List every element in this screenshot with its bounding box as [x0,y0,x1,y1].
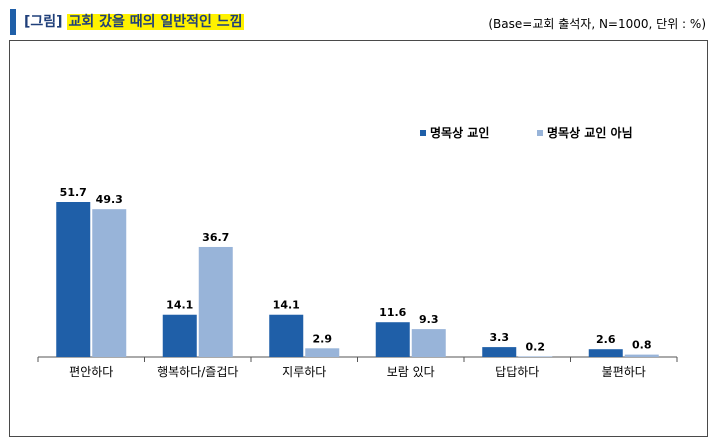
bar-non-nominal-3 [411,329,446,357]
base-note: (Base=교회 출석자, N=1000, 단위 : %) [488,17,706,31]
data-label: 14.1 [273,299,300,312]
figure-title: [그림] 교회 갔을 때의 일반적인 느낌 [24,11,244,31]
legend-label: 명목상 교인 아님 [547,125,633,140]
data-label: 2.9 [313,332,333,345]
bar-chart: 51.7 49.3 편안하다 14.1 36.7 행복하다/즐겁다 14.1 2.9 지루하다 1… [37,125,678,379]
bar-non-nominal-2 [305,348,340,357]
title-prefix: [그림] [24,14,63,30]
bar-nominal-5 [588,349,623,357]
data-label: 11.6 [379,306,406,319]
x-tick-label: 편안하다 [69,365,113,379]
bar-non-nominal-1 [198,246,233,357]
data-label: 49.3 [96,193,123,206]
header-accent-bar [10,9,16,35]
data-label: 14.1 [166,299,193,312]
data-label: 0.8 [632,339,652,352]
bar-nominal-3 [375,322,410,357]
legend-swatch-0 [420,130,426,136]
data-label: 2.6 [596,333,616,346]
x-tick-label: 답답하다 [495,365,539,379]
x-tick-label: 보람 있다 [387,365,435,379]
data-label: 36.7 [202,231,229,244]
legend-swatch-1 [537,130,543,136]
data-label: 3.3 [490,331,510,344]
chart-panel: 51.7 49.3 편안하다 14.1 36.7 행복하다/즐겁다 14.1 2.9 지루하다 1… [9,40,708,437]
title-text: 교회 갔을 때의 일반적인 느낌 [67,14,244,30]
legend-label: 명목상 교인 [430,125,489,140]
data-label: 0.2 [526,340,546,353]
data-label: 51.7 [60,186,87,199]
bar-nominal-1 [162,314,197,357]
bar-nominal-0 [56,202,91,357]
bar-non-nominal-4 [518,356,553,357]
bar-non-nominal-5 [624,354,659,357]
data-label: 9.3 [419,313,439,326]
bar-nominal-2 [269,314,304,357]
x-tick-label: 불편하다 [602,365,646,379]
x-tick-label: 행복하다/즐겁다 [157,364,238,379]
bar-nominal-4 [482,347,517,357]
x-tick-label: 지루하다 [282,365,326,379]
bar-non-nominal-0 [92,209,127,357]
